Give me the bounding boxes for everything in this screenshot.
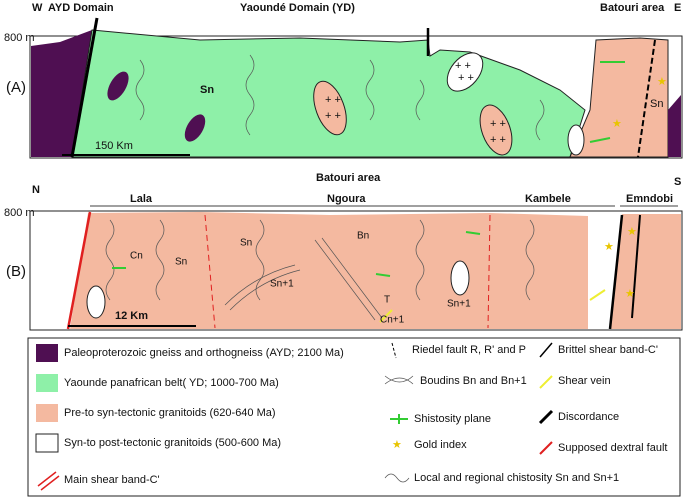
scale-label: 12 Km xyxy=(115,310,148,322)
crosses: + + xyxy=(490,118,506,130)
swatch xyxy=(539,342,553,358)
gold-index: ★ xyxy=(625,288,635,300)
gold-index: ★ xyxy=(627,226,637,238)
granitoid-unit xyxy=(610,214,681,329)
lens xyxy=(567,124,585,156)
legend-item: Syn-to post-tectonic granitoids (500-600… xyxy=(64,437,281,449)
boudin xyxy=(184,114,206,142)
elevation: 800 m xyxy=(4,32,35,44)
east: E xyxy=(674,2,681,14)
discordance xyxy=(608,214,624,330)
panel-label: (A) xyxy=(6,79,26,96)
section-label: Emndobi xyxy=(626,193,673,205)
panel-b: ★ ★ ★ 12 Km 800 m (B) N S Batouri area L… xyxy=(4,172,683,331)
lens xyxy=(86,285,106,319)
legend-item: Brittel shear band-C' xyxy=(558,344,658,356)
foliation-label: Sn xyxy=(650,98,663,110)
lens xyxy=(446,52,484,92)
riedel xyxy=(487,214,491,329)
section-label: Ngoura xyxy=(327,193,366,205)
legend-item: Shear vein xyxy=(558,375,611,387)
annotation: Sn+1 xyxy=(270,279,294,290)
gold-index: ★ xyxy=(657,76,667,88)
legend-item: Yaounde panafrican belt( YD; 1000-700 Ma… xyxy=(64,377,279,389)
schistosity xyxy=(135,54,545,141)
schistosity xyxy=(105,219,535,301)
north: N xyxy=(32,184,40,196)
legend-item: Shistosity plane xyxy=(414,413,491,425)
legend-item: Main shear band-C' xyxy=(64,474,160,486)
swatch xyxy=(538,409,554,425)
legend-item: Discordance xyxy=(558,411,619,423)
legend-item: Paleoproterozoic gneiss and orthogneiss … xyxy=(64,347,344,359)
annotation: Cn xyxy=(130,251,143,262)
legend-item: Boudins Bn and Bn+1 xyxy=(420,375,527,387)
annotation: Cn+1 xyxy=(380,315,405,326)
fault xyxy=(70,17,99,158)
crosses: + + xyxy=(490,134,506,146)
title: Batouri area xyxy=(316,172,381,184)
foliation-label: Sn xyxy=(200,84,214,96)
annotation: Sn xyxy=(175,257,187,268)
swatch xyxy=(384,375,414,385)
annotation: Sn+1 xyxy=(447,299,471,310)
crosses: + + xyxy=(455,60,471,72)
swatch xyxy=(390,414,408,424)
swatch xyxy=(36,374,58,392)
annotations: Cn Sn Sn Bn Sn+1 T Cn+1 Sn+1 xyxy=(130,231,471,326)
legend-item: Riedel fault R, R' and P xyxy=(412,344,526,356)
annotation: T xyxy=(384,295,390,306)
gold-index: ★ xyxy=(612,118,622,130)
legend: ★ Paleoproterozoic gneiss and orthogneis… xyxy=(27,337,681,497)
swatch xyxy=(36,404,58,422)
schistosity-plane xyxy=(465,231,481,235)
swatch xyxy=(36,344,58,362)
lens xyxy=(450,260,470,296)
brittle-shear xyxy=(631,214,641,319)
domain-label: AYD Domain xyxy=(48,2,114,14)
legend-box xyxy=(27,337,681,497)
crosses: + + xyxy=(325,94,341,106)
legend-item: Supposed dextral fault xyxy=(558,442,667,454)
legend-item: Gold index xyxy=(414,439,467,451)
schistosity-plane xyxy=(589,137,611,143)
south: S xyxy=(674,176,681,188)
fault xyxy=(637,39,656,158)
panel-label: (B) xyxy=(6,263,26,280)
shear-vein xyxy=(589,289,606,301)
domain-label: Batouri area xyxy=(600,2,665,14)
section-label: Kambele xyxy=(525,193,571,205)
lens xyxy=(479,104,513,156)
annotation: Sn xyxy=(240,238,252,249)
granitoid-unit xyxy=(70,212,588,329)
swatch: ★ xyxy=(392,439,402,451)
west: W xyxy=(32,2,43,14)
crosses: + + xyxy=(458,72,474,84)
legend-item: Pre-to syn-tectonic granitoids (620-640 … xyxy=(64,407,276,419)
swatch xyxy=(37,471,60,491)
scale-label: 150 Km xyxy=(95,140,133,152)
lens xyxy=(313,80,347,136)
swatch xyxy=(391,342,397,359)
dextral-fault xyxy=(66,211,92,330)
schistosity-plane xyxy=(375,273,391,277)
legend-item: Local and regional chistosity Sn and Sn+… xyxy=(414,472,619,484)
panel-a: + ++ + + ++ + + ++ + ★ ★ 150 Km 800 m (A… xyxy=(4,2,683,159)
section-label: Lala xyxy=(130,193,153,205)
shear-vein xyxy=(379,309,393,323)
swatch xyxy=(539,375,553,389)
swatch xyxy=(539,441,553,455)
ayd-unit xyxy=(668,95,681,157)
boudins xyxy=(224,237,383,321)
annotation: Bn xyxy=(357,231,369,242)
elevation: 800 m xyxy=(4,207,35,219)
swatch xyxy=(35,433,59,453)
crosses: + + xyxy=(325,110,341,122)
boudin xyxy=(107,71,129,101)
domain-label: Yaoundé Domain (YD) xyxy=(240,2,355,14)
riedel xyxy=(204,214,216,329)
gold-index: ★ xyxy=(604,241,614,253)
swatch xyxy=(384,473,410,483)
